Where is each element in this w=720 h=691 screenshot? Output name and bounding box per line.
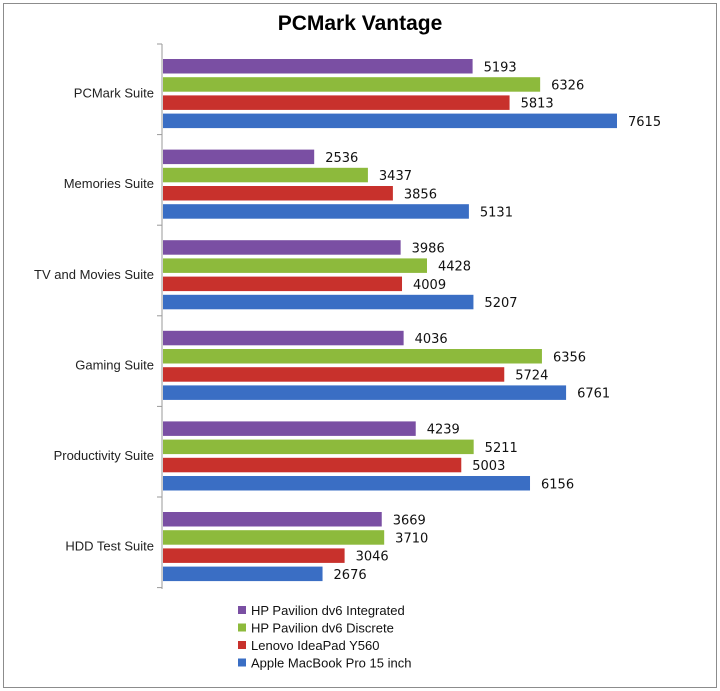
legend-swatch-apple-macbook-pro-15-inch [238,658,246,667]
value-label-lenovo-ideapad-y560-gaming-suite: 5724 [515,368,548,383]
bar-lenovo-ideapad-y560-pcmark-suite [163,95,510,110]
legend: HP Pavilion dv6 Integrated HP Pavilion dv… [238,603,411,671]
category-labels: PCMark Suite Memories Suite TV and Movies … [34,86,154,554]
bar-hp-pavilion-dv6-integrated-gaming-suite [163,330,404,346]
value-label-hp-pavilion-dv6-integrated-hdd-test-suite: 3669 [393,513,426,528]
value-labels: 5193 6326 5813 7615 2536 3437 3856 5131 3986 4428… [325,60,661,583]
bar-lenovo-ideapad-y560-productivity-suite [163,457,462,473]
value-label-lenovo-ideapad-y560-memories-suite: 3856 [404,187,437,202]
y-axis-ticks [157,43,162,589]
value-label-apple-macbook-pro-15-inch-productivity-suite: 6156 [541,477,574,492]
bar-lenovo-ideapad-y560-memories-suite [163,186,393,201]
bar-hp-pavilion-dv6-discrete-productivity-suite [163,439,474,455]
value-label-hp-pavilion-dv6-discrete-hdd-test-suite: 3710 [395,531,428,546]
bar-hp-pavilion-dv6-integrated-tv-and-movies-suite [163,240,401,255]
value-label-hp-pavilion-dv6-discrete-gaming-suite: 6356 [553,350,586,365]
bar-hp-pavilion-dv6-discrete-hdd-test-suite [163,530,385,545]
bar-lenovo-ideapad-y560-hdd-test-suite [163,548,345,563]
value-label-hp-pavilion-dv6-integrated-productivity-suite: 4239 [427,423,460,438]
value-label-hp-pavilion-dv6-integrated-tv-and-movies-suite: 3986 [412,241,445,256]
category-label-productivity-suite: Productivity Suite [54,448,154,463]
bar-hp-pavilion-dv6-discrete-pcmark-suite [163,77,541,92]
legend-label-lenovo-ideapad-y560: Lenovo IdeaPad Y560 [251,638,379,653]
bar-hp-pavilion-dv6-integrated-hdd-test-suite [163,512,382,527]
value-label-apple-macbook-pro-15-inch-gaming-suite: 6761 [577,387,610,402]
value-label-lenovo-ideapad-y560-productivity-suite: 5003 [472,459,505,474]
bar-apple-macbook-pro-15-inch-hdd-test-suite [163,566,323,582]
legend-label-hp-pavilion-dv6-discrete: HP Pavilion dv6 Discrete [251,621,394,636]
value-label-lenovo-ideapad-y560-tv-and-movies-suite: 4009 [413,278,446,293]
legend-label-hp-pavilion-dv6-integrated: HP Pavilion dv6 Integrated [251,603,405,618]
category-label-pcmark-suite: PCMark Suite [74,86,154,101]
bar-hp-pavilion-dv6-integrated-productivity-suite [163,421,416,436]
value-label-hp-pavilion-dv6-discrete-pcmark-suite: 6326 [551,78,584,93]
bar-hp-pavilion-dv6-discrete-memories-suite [163,167,368,183]
bar-apple-macbook-pro-15-inch-gaming-suite [163,385,567,400]
category-label-gaming-suite: Gaming Suite [75,357,154,372]
bars-layer [163,59,617,582]
value-label-lenovo-ideapad-y560-pcmark-suite: 5813 [521,97,554,112]
value-label-hp-pavilion-dv6-integrated-pcmark-suite: 5193 [484,60,517,75]
bar-hp-pavilion-dv6-discrete-gaming-suite [163,349,542,364]
value-label-apple-macbook-pro-15-inch-memories-suite: 5131 [480,205,513,220]
legend-swatch-lenovo-ideapad-y560 [238,641,246,649]
value-label-hp-pavilion-dv6-discrete-productivity-suite: 5211 [485,441,518,456]
bar-apple-macbook-pro-15-inch-tv-and-movies-suite [163,294,474,310]
bar-lenovo-ideapad-y560-gaming-suite [163,367,505,382]
value-label-hp-pavilion-dv6-discrete-memories-suite: 3437 [379,169,412,184]
bar-apple-macbook-pro-15-inch-pcmark-suite [163,113,617,129]
value-label-apple-macbook-pro-15-inch-hdd-test-suite: 2676 [334,568,367,583]
bar-hp-pavilion-dv6-integrated-pcmark-suite [163,59,473,74]
legend-swatch-hp-pavilion-dv6-integrated [238,606,246,614]
value-label-lenovo-ideapad-y560-hdd-test-suite: 3046 [356,550,389,565]
category-label-memories-suite: Memories Suite [64,176,154,191]
bar-apple-macbook-pro-15-inch-productivity-suite [163,476,531,491]
value-label-hp-pavilion-dv6-discrete-tv-and-movies-suite: 4428 [438,260,471,275]
bar-hp-pavilion-dv6-discrete-tv-and-movies-suite [163,258,427,273]
legend-label-apple-macbook-pro-15-inch: Apple MacBook Pro 15 inch [251,656,411,671]
value-label-apple-macbook-pro-15-inch-pcmark-suite: 7615 [628,115,661,130]
value-label-apple-macbook-pro-15-inch-tv-and-movies-suite: 5207 [484,296,517,311]
category-label-tv-and-movies-suite: TV and Movies Suite [34,267,154,282]
value-label-hp-pavilion-dv6-integrated-memories-suite: 2536 [325,151,358,166]
legend-swatch-hp-pavilion-dv6-discrete [238,623,246,632]
value-label-hp-pavilion-dv6-integrated-gaming-suite: 4036 [415,332,448,347]
bar-lenovo-ideapad-y560-tv-and-movies-suite [163,276,403,292]
bar-apple-macbook-pro-15-inch-memories-suite [163,204,469,219]
chart-title: PCMark Vantage [277,12,443,35]
bar-hp-pavilion-dv6-integrated-memories-suite [163,149,315,165]
category-label-hdd-test-suite: HDD Test Suite [65,539,154,554]
